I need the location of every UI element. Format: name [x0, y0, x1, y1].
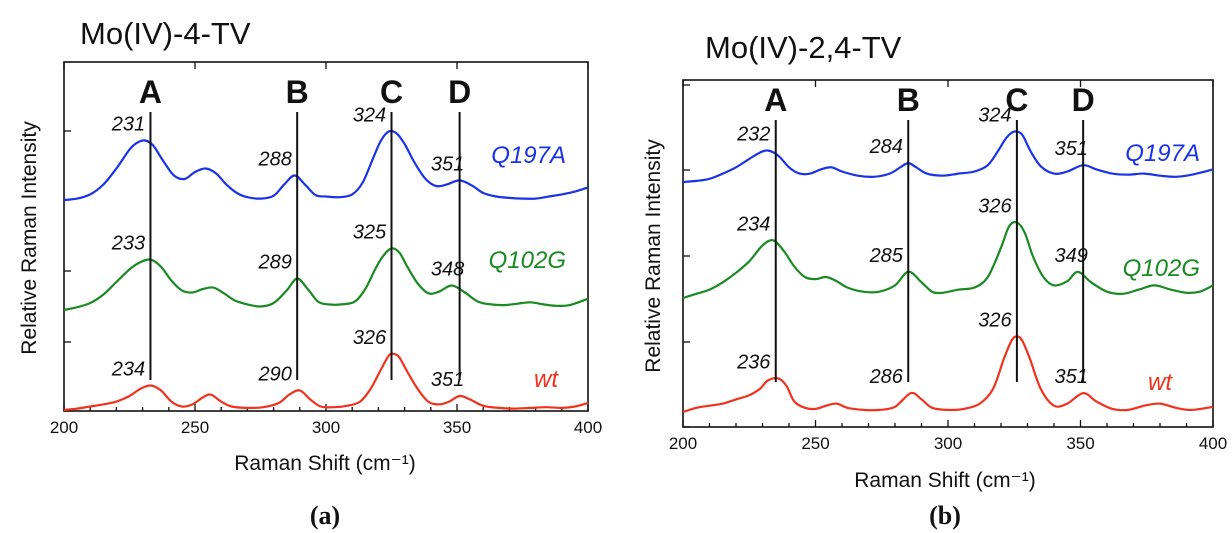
panel-b-title: Mo(IV)-2,4-TV — [705, 30, 902, 65]
peak-value-label: 285 — [869, 245, 904, 267]
series-label-q197a: Q197A — [491, 142, 566, 169]
peak-letter-b: B — [286, 74, 309, 110]
panel-a-plot: 200 250 300 350 400 A B C D 231 288 324 351 233 289 325… — [50, 61, 602, 437]
panel-b-y-axis-label: Relative Raman Intensity — [642, 139, 665, 373]
peak-value-label: 326 — [353, 327, 387, 349]
peak-value-label: 351 — [1054, 366, 1087, 388]
peak-letter-a: A — [139, 74, 162, 110]
panel-b-plot: 200 250 300 350 400 A B C D 232 284 324 351 234 285 326… — [669, 79, 1227, 453]
peak-value-label: 290 — [257, 363, 291, 385]
peak-value-label: 234 — [736, 213, 770, 235]
peak-value-label: 288 — [257, 149, 291, 171]
x-tick-label: 350 — [1066, 434, 1094, 453]
peak-value-label: 233 — [111, 233, 145, 255]
x-tick-label: 250 — [181, 418, 209, 437]
panel-a-title: Mo(IV)-4-TV — [80, 16, 251, 51]
peak-value-label: 324 — [978, 105, 1011, 127]
series-label-q102g: Q102G — [1123, 255, 1200, 282]
x-tick-label: 400 — [574, 418, 602, 437]
peak-letter-c: C — [1005, 82, 1028, 118]
series-wt-line — [63, 352, 589, 412]
panel-a-label: (a) — [310, 501, 340, 530]
peak-value-label: 351 — [431, 153, 464, 175]
series-label-wt: wt — [1148, 369, 1173, 396]
series-q197a-line — [682, 130, 1214, 184]
peak-value-label: 325 — [353, 221, 387, 243]
x-tick-label: 200 — [669, 434, 697, 453]
peak-value-label: 349 — [1054, 245, 1087, 267]
panel-b: Mo(IV)-2,4-TV Relative Raman Intensity R… — [642, 30, 1227, 530]
series-q102g-line — [682, 220, 1214, 300]
x-tick-label: 300 — [934, 434, 962, 453]
x-tick-label: 300 — [312, 418, 340, 437]
panel-a: Mo(IV)-4-TV Relative Raman Intensity Ram… — [18, 16, 602, 530]
peak-letter-d: D — [448, 74, 471, 110]
peak-value-label: 232 — [736, 124, 770, 146]
peak-value-label: 286 — [869, 366, 904, 388]
panel-b-x-axis-label: Raman Shift (cm⁻¹) — [854, 469, 1035, 492]
peak-value-label: 231 — [111, 114, 145, 136]
panel-b-label: (b) — [929, 501, 961, 530]
peak-value-label: 351 — [431, 369, 464, 391]
peak-value-label: 326 — [978, 309, 1012, 331]
x-tick-label: 350 — [443, 418, 471, 437]
peak-value-label: 236 — [736, 351, 771, 373]
series-label-q102g: Q102G — [489, 247, 566, 274]
x-tick-label: 250 — [801, 434, 829, 453]
peak-value-label: 289 — [257, 252, 291, 274]
panel-a-x-axis-label: Raman Shift (cm⁻¹) — [234, 452, 415, 475]
peak-letter-a: A — [764, 82, 787, 118]
peak-value-label: 324 — [353, 104, 386, 126]
panel-a-y-axis-label: Relative Raman Intensity — [18, 121, 41, 355]
series-q102g-line — [63, 247, 589, 312]
peak-value-label: 326 — [978, 195, 1012, 217]
peak-value-label: 351 — [1054, 138, 1087, 160]
peak-value-label: 348 — [431, 259, 464, 281]
peak-value-label: 284 — [869, 136, 903, 158]
peak-value-label: 234 — [111, 359, 145, 381]
peak-letter-c: C — [380, 74, 403, 110]
series-wt-line — [682, 335, 1214, 414]
x-tick-label: 400 — [1199, 434, 1227, 453]
series-q197a-line — [63, 129, 589, 202]
series-label-wt: wt — [534, 366, 559, 393]
x-tick-label: 200 — [50, 418, 78, 437]
peak-letter-b: B — [897, 82, 920, 118]
peak-letter-d: D — [1072, 82, 1095, 118]
series-label-q197a: Q197A — [1125, 140, 1200, 167]
